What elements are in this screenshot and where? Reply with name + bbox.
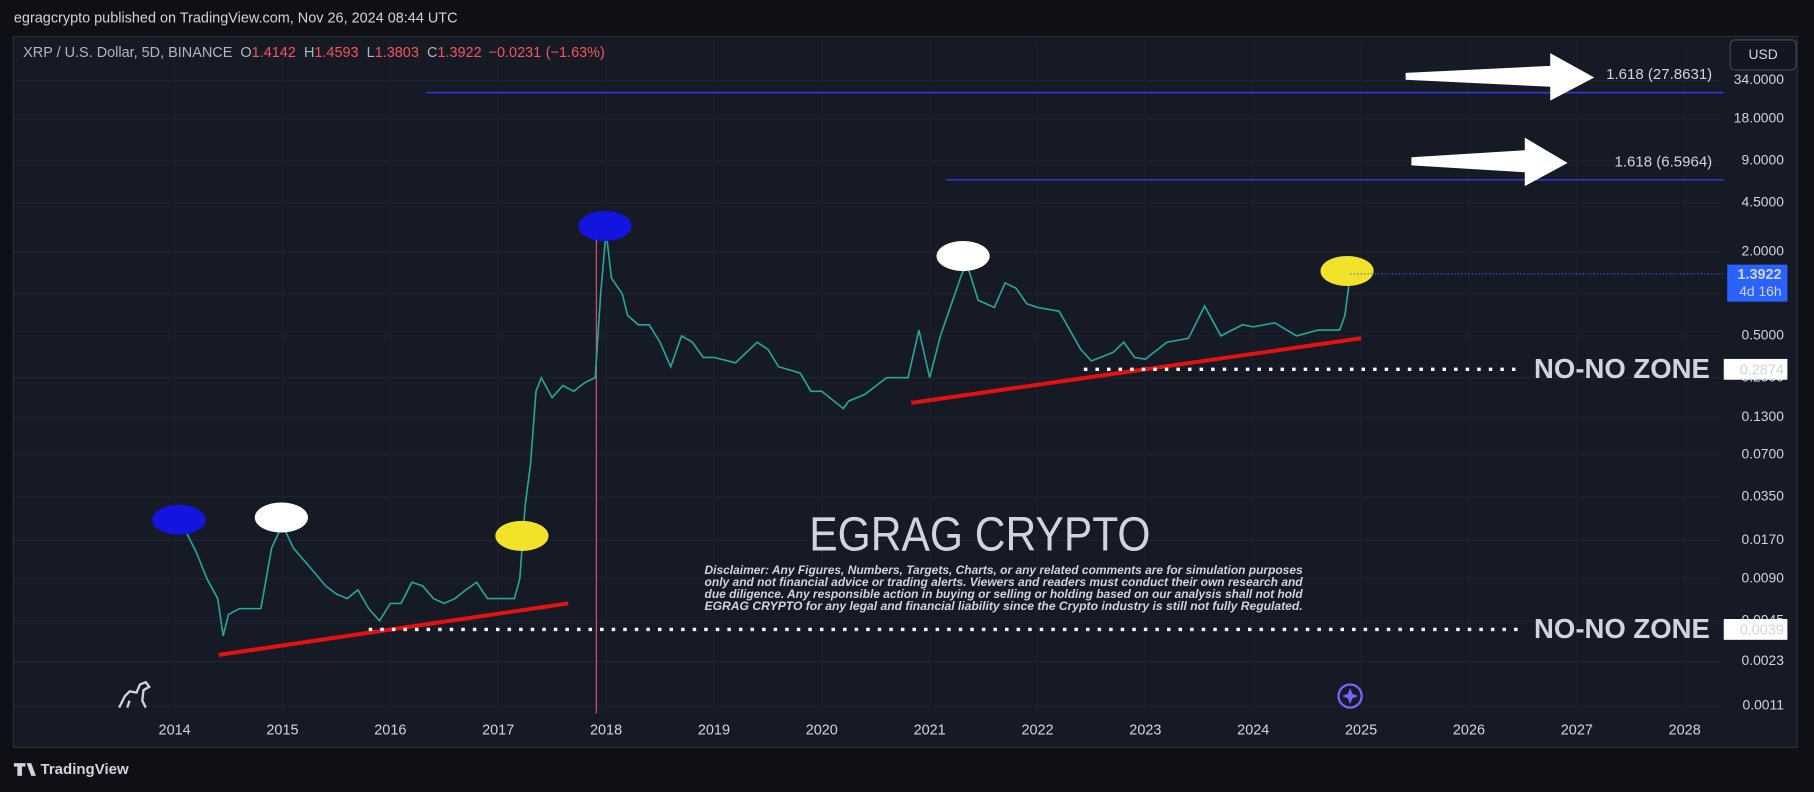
- y-tick-label: 0.1300: [1742, 408, 1785, 424]
- zone-label: NO-NO ZONE: [1534, 613, 1710, 644]
- ohlc-value: 1.3803: [375, 45, 419, 61]
- y-tick-label: 0.0023: [1742, 652, 1785, 668]
- x-tick-label: 2019: [698, 723, 730, 739]
- y-tick-label: 18.0000: [1734, 110, 1784, 126]
- y-tick-label: 0.0170: [1742, 531, 1785, 547]
- x-tick-label: 2026: [1453, 723, 1485, 739]
- legend: XRP / U.S. Dollar, 5D, BINANCE O1.4142 H1.…: [23, 45, 605, 61]
- disclaimer-line: due diligence. Any responsible action in…: [705, 589, 1304, 601]
- trend-line: [911, 336, 1362, 405]
- countdown: 4d 16h: [1739, 283, 1781, 299]
- x-tick-label: 2014: [159, 723, 191, 739]
- highlight-marker: [578, 211, 632, 242]
- zone-price-box: [1723, 619, 1788, 640]
- highlight-marker: [1320, 255, 1374, 287]
- currency-label[interactable]: USD: [1748, 46, 1777, 62]
- ohlc-value: 1.4593: [314, 45, 358, 61]
- highlight-marker: [495, 520, 549, 551]
- last-price-box: [1727, 264, 1788, 302]
- y-tick-label: 9.0000: [1742, 152, 1785, 168]
- ohlc-value: 1.4142: [252, 45, 296, 61]
- currency-button[interactable]: [1729, 39, 1797, 71]
- assistant-star: [1341, 687, 1359, 705]
- zone-label: NO-NO ZONE: [1534, 353, 1710, 384]
- ohlc-key: C: [427, 45, 437, 61]
- overlay: XRP / U.S. Dollar, 5D, BINANCE O1.4142 H1.…: [23, 45, 1788, 739]
- fib-label: 1.618 (6.5964): [1614, 153, 1712, 170]
- x-tick-label: 2023: [1129, 723, 1161, 739]
- disclaimer-line: only and not financial advice or trading…: [705, 577, 1304, 589]
- x-tick-label: 2018: [590, 723, 622, 739]
- ohlc-key: L: [367, 45, 375, 61]
- x-tick-label: 2025: [1345, 723, 1377, 739]
- x-tick-label: 2022: [1021, 723, 1053, 739]
- footer-logo: [13, 763, 36, 776]
- disclaimer: Disclaimer: Any Figures, Numbers, Target…: [705, 565, 1304, 613]
- ohlc-value: 1.3922: [437, 45, 481, 61]
- zone-price: 0.0039: [1740, 622, 1784, 638]
- y-tick-label: 0.0011: [1743, 697, 1785, 713]
- price-line: [173, 231, 1352, 637]
- assistant-icon[interactable]: [1337, 683, 1363, 709]
- watermark: EGRAG CRYPTO: [809, 507, 1150, 561]
- x-tick-label: 2016: [374, 723, 406, 739]
- x-tick-label: 2017: [482, 723, 514, 739]
- x-tick-label: 2027: [1561, 723, 1593, 739]
- x-tick-label: 2020: [806, 723, 838, 739]
- arrow: [1411, 137, 1568, 187]
- x-tick-label: 2024: [1237, 723, 1269, 739]
- y-tick-label: 0.5000: [1742, 326, 1785, 342]
- y-tick-label: 0.0350: [1742, 487, 1785, 503]
- x-tick-label: 2015: [266, 723, 298, 739]
- fib-label: 1.618 (27.8631): [1606, 66, 1712, 83]
- publisher: egragcrypto published on TradingView.com…: [14, 10, 458, 26]
- y-tick-label: 2.0000: [1742, 243, 1785, 259]
- x-tick-label: 2021: [914, 723, 946, 739]
- arrow: [1405, 53, 1595, 101]
- logo-icon: [118, 680, 151, 709]
- y-tick-label: 0.0700: [1742, 445, 1785, 461]
- last-price: 1.3922: [1737, 267, 1781, 283]
- change: −0.0231: [489, 45, 542, 61]
- plot: [13, 40, 1724, 714]
- disclaimer-line: EGRAG CRYPTO for any legal and financial…: [705, 601, 1303, 613]
- highlight-marker: [936, 241, 990, 272]
- change-pct: (−1.63%): [546, 45, 605, 61]
- symbol-title: XRP / U.S. Dollar, 5D, BINANCE: [23, 45, 233, 61]
- highlight-marker: [254, 502, 308, 533]
- ohlc-key: O: [240, 45, 251, 61]
- ohlc-key: H: [304, 45, 314, 61]
- y-tick-label: 34.0000: [1734, 71, 1784, 87]
- zone-price-box: [1723, 358, 1788, 380]
- y-tick-label: 0.0090: [1742, 569, 1785, 585]
- highlight-marker: [152, 504, 206, 535]
- zone-price: 0.2874: [1740, 362, 1784, 378]
- x-tick-label: 2028: [1669, 723, 1701, 739]
- y-tick-label: 4.5000: [1742, 194, 1785, 210]
- disclaimer-line: Disclaimer: Any Figures, Numbers, Target…: [705, 565, 1304, 577]
- footer-brand: TradingView: [40, 761, 129, 778]
